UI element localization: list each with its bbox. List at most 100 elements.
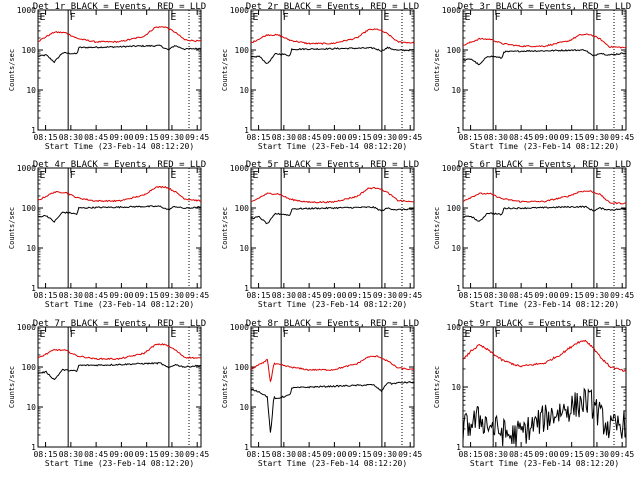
x-tick-label: 09:45 [185, 291, 209, 300]
y-tick-label: 10 [26, 403, 36, 412]
y-tick-label: 1000 [230, 323, 249, 332]
x-tick-label: 08:15 [247, 291, 271, 300]
plot-frame [250, 9, 415, 131]
panel-title: Det 3r BLACK = Events, RED = LLD [458, 2, 631, 12]
x-tick-label: 08:30 [484, 450, 508, 459]
marker-label: F [283, 12, 289, 23]
y-axis-label: Counts/sec [433, 49, 441, 91]
y-tick-label: 10 [451, 244, 461, 253]
x-axis-label: Start Time (23-Feb-14 08:12:20) [45, 459, 194, 468]
y-axis-label: Counts/sec [433, 207, 441, 249]
panel-title: Det 2r BLACK = Events, RED = LLD [246, 2, 419, 12]
x-tick-label: 09:15 [560, 133, 584, 142]
x-tick-label: 09:30 [585, 450, 609, 459]
y-tick-label: 100 [447, 46, 462, 55]
series-line-lld [37, 185, 202, 203]
series-line-lld [462, 190, 627, 205]
y-axis-label: Counts/sec [221, 366, 229, 408]
x-tick-label: 08:45 [297, 450, 321, 459]
x-tick-label: 09:45 [610, 450, 634, 459]
series-line-events [250, 205, 415, 225]
y-tick-label: 100 [235, 204, 250, 213]
x-tick-label: 09:00 [322, 291, 346, 300]
series-line-events [250, 381, 414, 433]
y-axis-label: Counts/sec [221, 207, 229, 249]
x-tick-label: 08:15 [247, 133, 271, 142]
y-tick-label: 1000 [230, 6, 249, 15]
x-tick-label: 08:15 [459, 133, 483, 142]
y-tick-label: 1 [244, 126, 249, 135]
x-tick-label: 09:45 [185, 450, 209, 459]
plot-frame [462, 167, 627, 289]
x-tick-label: 09:30 [373, 450, 397, 459]
x-tick-label: 08:15 [34, 133, 58, 142]
x-tick-label: 08:45 [84, 450, 108, 459]
panel-det-9r: Det 9r BLACK = Events, RED = LLD 1 10 100 08… [433, 319, 634, 468]
x-axis-label: Start Time (23-Feb-14 08:12:20) [45, 300, 194, 309]
x-axis-label: Start Time (23-Feb-14 08:12:20) [45, 142, 194, 151]
y-tick-label: 1000 [17, 6, 36, 15]
x-tick-label: 09:00 [109, 450, 133, 459]
marker-label: F [283, 329, 289, 340]
y-tick-label: 1 [456, 126, 461, 135]
y-tick-label: 100 [447, 204, 462, 213]
panel-det-5r: Det 5r BLACK = Events, RED = LLD 1 10 100 10… [221, 160, 422, 309]
x-tick-label: 09:30 [160, 291, 184, 300]
x-tick-label: 08:45 [84, 133, 108, 142]
y-tick-label: 10 [451, 86, 461, 95]
marker-label: E [253, 329, 259, 340]
x-tick-label: 08:30 [59, 291, 83, 300]
marker-label: E [40, 329, 46, 340]
x-tick-label: 09:00 [534, 291, 558, 300]
y-tick-label: 1 [456, 443, 461, 452]
marker-label: F [70, 170, 76, 181]
y-tick-label: 1000 [442, 164, 461, 173]
y-tick-label: 10 [26, 244, 36, 253]
series-line-lld [250, 28, 415, 45]
x-tick-label: 09:30 [585, 291, 609, 300]
panel-det-4r: Det 4r BLACK = Events, RED = LLD 1 10 100 10… [8, 160, 209, 309]
y-tick-label: 10 [239, 403, 249, 412]
marker-label: E [383, 170, 389, 181]
marker-label: E [595, 12, 601, 23]
plot-frame [37, 326, 202, 448]
x-tick-label: 09:15 [135, 291, 159, 300]
x-tick-label: 08:15 [459, 291, 483, 300]
y-tick-label: 100 [447, 323, 462, 332]
x-axis-label: Start Time (23-Feb-14 08:12:20) [470, 142, 619, 151]
x-axis-label: Start Time (23-Feb-14 08:12:20) [470, 459, 619, 468]
marker-label: E [465, 329, 471, 340]
y-tick-label: 1000 [230, 164, 249, 173]
x-tick-label: 09:15 [135, 450, 159, 459]
x-tick-label: 09:45 [610, 291, 634, 300]
panel-title: Det 7r BLACK = Events, RED = LLD [33, 319, 206, 329]
marker-label: F [70, 329, 76, 340]
y-tick-label: 1 [456, 284, 461, 293]
panel-det-1r: Det 1r BLACK = Events, RED = LLD 1 10 100 10… [8, 2, 209, 151]
marker-label: F [495, 329, 501, 340]
x-tick-label: 09:30 [160, 133, 184, 142]
y-tick-label: 1000 [442, 6, 461, 15]
y-tick-label: 100 [22, 46, 37, 55]
panel-det-3r: Det 3r BLACK = Events, RED = LLD 1 10 100 10… [433, 2, 634, 151]
marker-label: E [253, 12, 259, 23]
y-tick-label: 10 [26, 86, 36, 95]
y-axis-label: Counts/sec [8, 207, 16, 249]
marker-label: E [170, 12, 176, 23]
y-axis-label: Counts/sec [221, 49, 229, 91]
y-tick-label: 1 [244, 443, 249, 452]
x-tick-label: 08:45 [297, 133, 321, 142]
marker-label: E [465, 12, 471, 23]
series-line-events [37, 205, 202, 223]
x-axis-label: Start Time (23-Feb-14 08:12:20) [258, 300, 407, 309]
panel-det-7r: Det 7r BLACK = Events, RED = LLD 1 10 100 10… [8, 319, 209, 468]
y-axis-label: Counts/sec [8, 49, 16, 91]
y-tick-label: 100 [235, 46, 250, 55]
plot-frame [462, 9, 627, 131]
series-line-lld [37, 343, 202, 361]
x-tick-label: 08:45 [509, 291, 533, 300]
x-tick-label: 08:45 [84, 291, 108, 300]
y-axis-label: Counts/sec [433, 366, 441, 408]
x-tick-label: 09:00 [109, 133, 133, 142]
x-tick-label: 08:45 [509, 450, 533, 459]
